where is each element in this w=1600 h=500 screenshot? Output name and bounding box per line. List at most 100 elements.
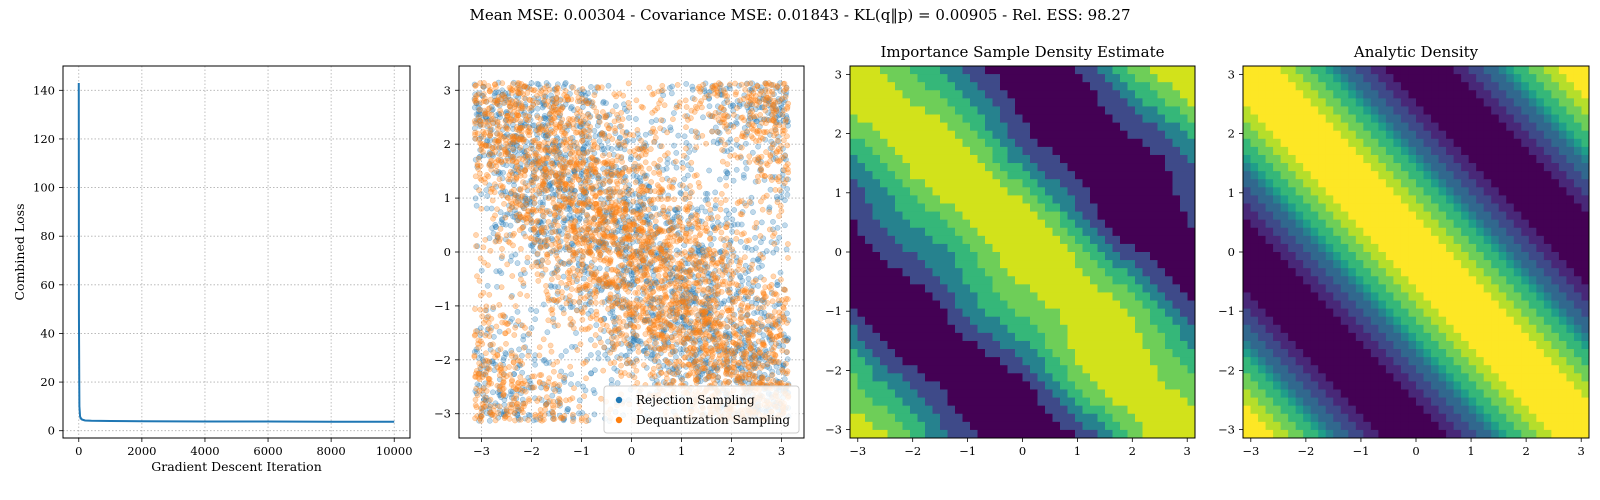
scatter-point [657,306,663,312]
scatter-point [621,265,627,272]
scatter-point [582,301,589,308]
scatter-point [597,189,604,196]
scatter-point [698,357,705,364]
scatter-point [558,279,565,286]
y-tick-label: 0 [444,245,451,259]
scatter-point [475,101,482,107]
scatter-point [574,347,581,353]
scatter-point [591,411,598,418]
scatter-point [616,135,623,142]
scatter-point [545,195,552,201]
scatter-point [749,85,755,92]
scatter-point [546,208,552,215]
scatter-point [769,141,776,147]
scatter-point [718,229,725,236]
scatter-point [608,229,615,236]
scatter-point [652,134,659,141]
scatter-point [617,134,623,141]
scatter-point [785,241,791,247]
scatter-point [681,354,688,361]
scatter-point [713,197,719,203]
scatter-point [671,176,678,183]
scatter-point [484,358,491,364]
scatter-point [700,311,706,318]
scatter-point [534,398,541,404]
scatter-point [532,352,538,359]
scatter-point [534,112,540,119]
scatter-point [768,346,775,352]
scatter-point [580,146,587,153]
scatter-point [746,340,753,347]
scatter-point [633,223,640,229]
scatter-point [567,202,574,208]
scatter-point [546,193,553,200]
scatter-point [626,304,633,310]
scatter-point [575,381,581,387]
scatter-point [733,166,740,173]
scatter-point [737,259,743,266]
x-axis-label: Gradient Descent Iteration [151,459,322,474]
scatter-point [687,318,694,325]
scatter-point [755,157,762,164]
scatter-point [481,259,488,266]
scatter-point [496,268,503,274]
scatter-point [642,175,649,182]
scatter-point [658,143,665,150]
scatter-point [690,339,697,346]
scatter-point [556,243,563,250]
scatter-point [522,388,529,395]
scatter-point [651,340,658,347]
scatter-point [710,223,716,229]
scatter-point [515,193,522,199]
scatter-point [730,177,737,184]
scatter-point [755,353,762,360]
scatter-point [655,363,662,370]
scatter-point [483,187,490,193]
scatter-point [652,277,659,284]
scatter-point [472,195,479,202]
scatter-point [747,114,754,121]
scatter-point [583,140,589,147]
scatter-point [548,276,555,283]
scatter-point [474,162,481,169]
scatter-point [631,167,638,173]
scatter-point [538,219,545,226]
scatter-point [733,89,740,96]
scatter-point [636,284,642,291]
scatter-point [542,401,549,408]
scatter-point [517,291,524,297]
scatter-point [582,359,589,365]
scatter-point [691,96,698,103]
scatter-point [728,268,735,274]
scatter-point [688,247,694,254]
scatter-point [496,403,503,410]
scatter-point [675,369,681,376]
scatter-point [566,122,573,129]
scatter-point [702,304,708,311]
scatter-point [640,264,647,271]
scatter-point [522,96,529,102]
x-tick-label: 1 [678,444,685,458]
scatter-point [590,387,597,393]
scatter-point [718,235,724,242]
scatter-point [757,316,764,322]
scatter-point [707,236,713,242]
scatter-point [554,214,561,221]
scatter-point [512,251,519,258]
scatter-point [478,267,485,274]
scatter-point [475,104,482,111]
scatter-point [709,83,716,89]
scatter-point [508,188,515,195]
scatter-point [544,120,551,127]
scatter-point [714,129,721,135]
scatter-point [700,247,706,254]
scatter-point [592,244,599,251]
x-tick-label: 2000 [127,444,156,458]
scatter-point [689,83,696,90]
y-tick-label: −1 [434,299,451,313]
scatter-point [567,144,573,150]
scatter-point [638,183,645,190]
scatter-point [544,291,551,298]
scatter-point [768,372,775,379]
scatter-point [561,92,568,98]
